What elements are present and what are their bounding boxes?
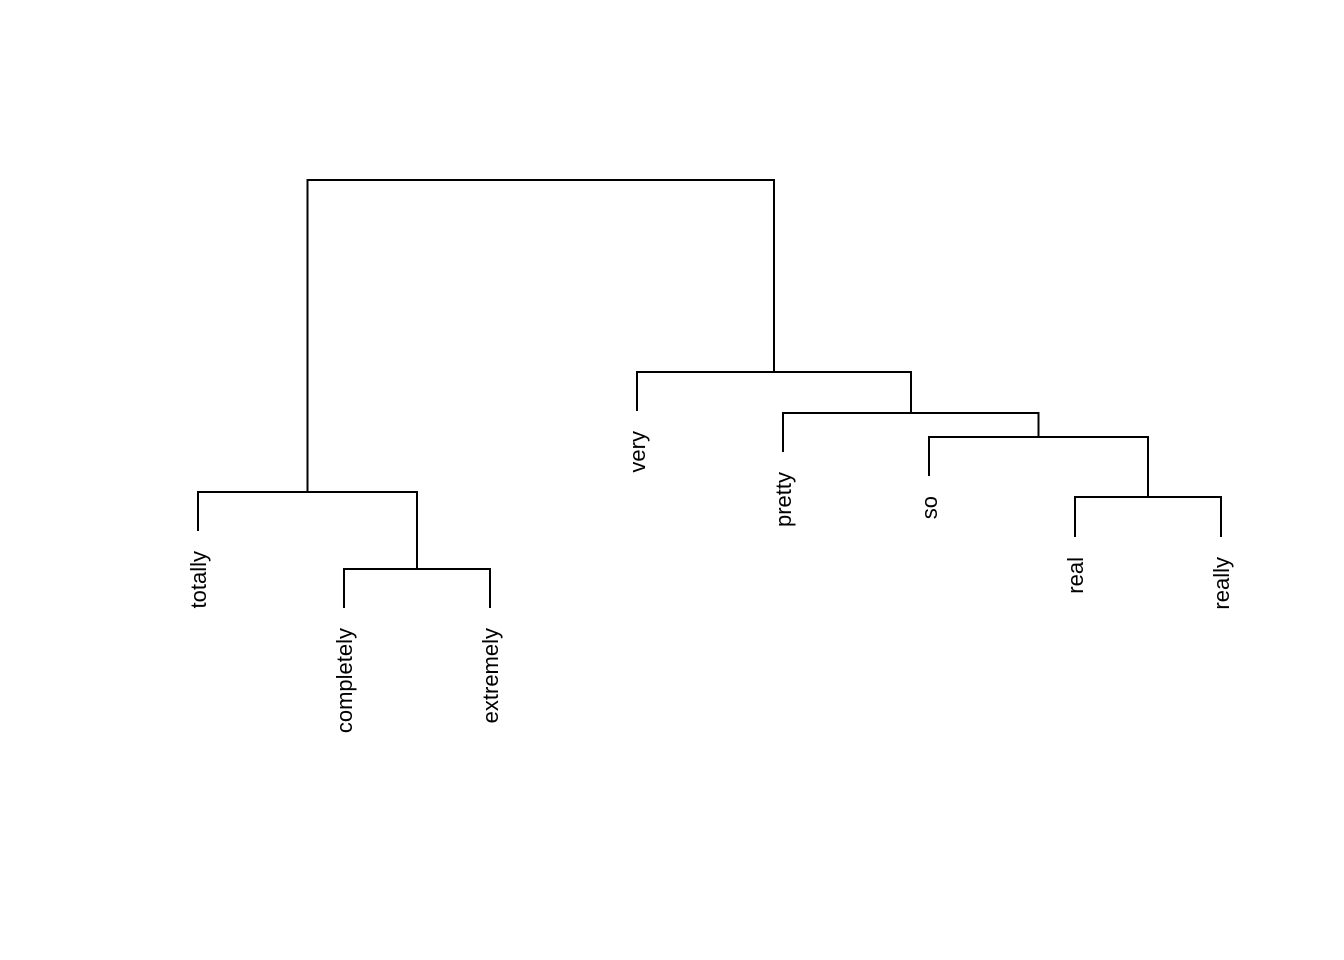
merge-completely-extremely <box>343 568 491 608</box>
leaf-labels: totally completely extremely very pretty… <box>186 431 1234 733</box>
leaf-label-extremely: extremely <box>478 628 503 723</box>
leaf-label-real: real <box>1063 557 1088 594</box>
merge-pretty-cluster <box>782 412 1040 452</box>
leaf-label-very: very <box>625 431 650 473</box>
leaf-label-completely: completely <box>332 628 357 733</box>
merge-root <box>306 179 775 492</box>
leaf-label-totally: totally <box>186 551 211 608</box>
merge-so-cluster <box>928 436 1149 497</box>
merge-real-really <box>1074 496 1222 537</box>
leaf-label-pretty: pretty <box>771 472 796 527</box>
merge-very-cluster <box>636 371 912 413</box>
leaf-label-so: so <box>917 496 942 519</box>
dendrogram-branches <box>197 179 1222 608</box>
merge-totally-cluster <box>197 491 418 569</box>
leaf-label-really: really <box>1209 557 1234 610</box>
